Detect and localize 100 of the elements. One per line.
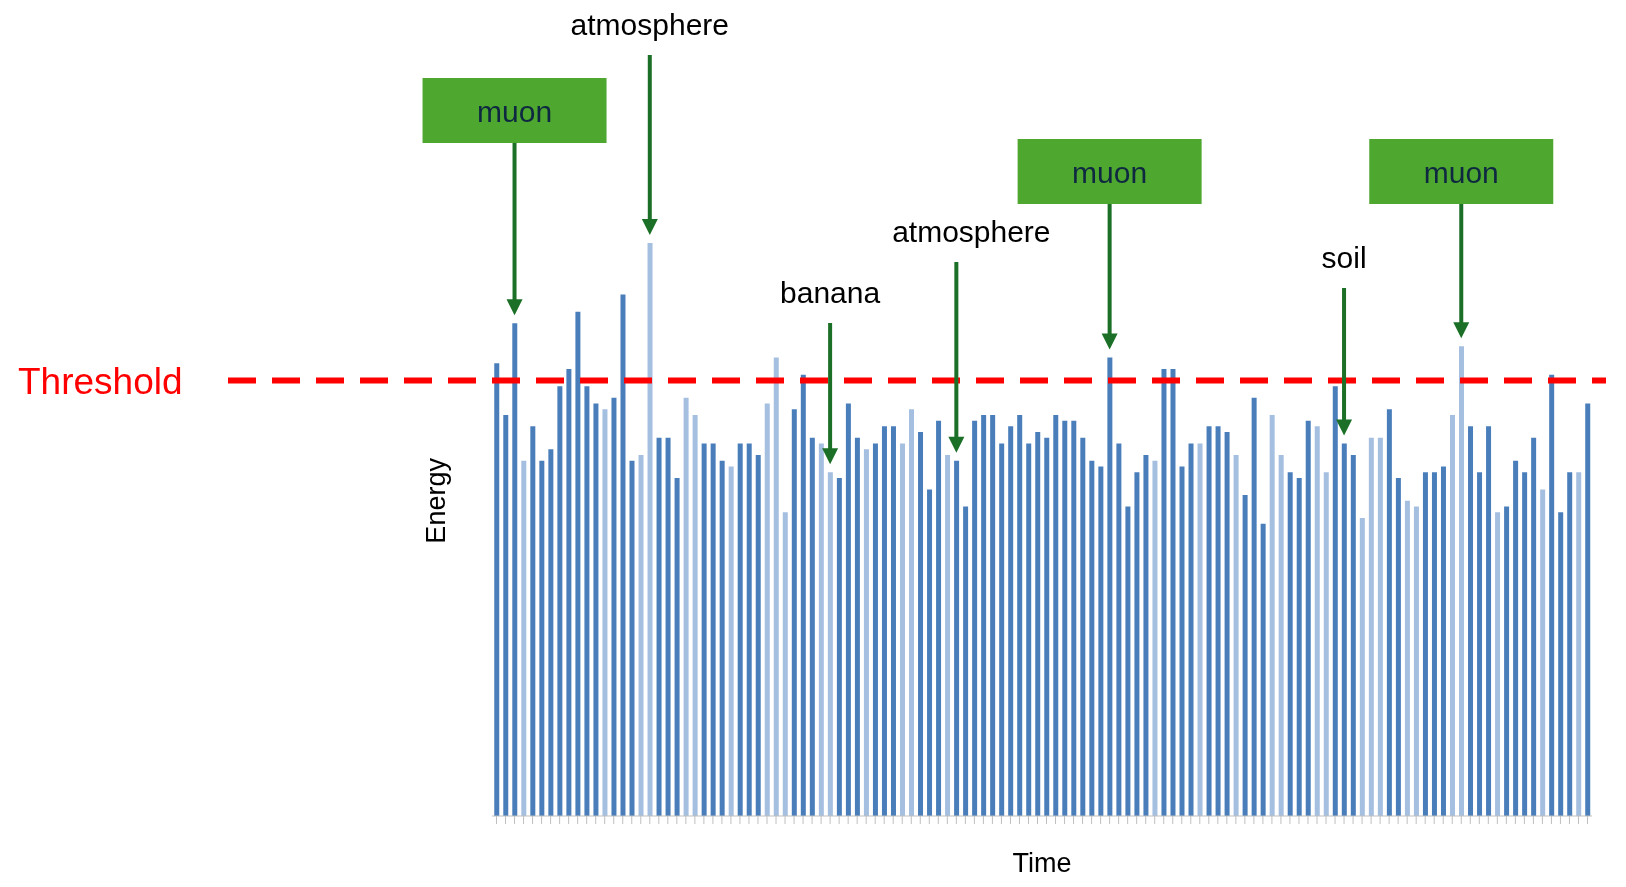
- bar: [530, 426, 536, 816]
- bar: [1513, 460, 1519, 816]
- bar: [1008, 426, 1014, 816]
- bar: [881, 426, 887, 816]
- bar: [755, 455, 761, 816]
- text: muon: [1072, 156, 1148, 189]
- bar: [818, 443, 824, 816]
- bar: [665, 437, 671, 816]
- bar: [1305, 420, 1311, 816]
- bar: [647, 243, 653, 816]
- y-axis-title: Energy: [421, 457, 451, 544]
- bar: [936, 420, 942, 816]
- bar: [1233, 455, 1239, 816]
- bar: [1486, 426, 1492, 816]
- bar: [791, 409, 797, 816]
- bar: [773, 357, 779, 816]
- bar: [584, 386, 590, 816]
- bar: [1089, 460, 1095, 816]
- bar: [890, 426, 896, 816]
- bar: [1197, 443, 1203, 816]
- bar: [1152, 460, 1158, 816]
- bar: [1413, 506, 1419, 816]
- bar: [1440, 466, 1446, 816]
- bar: [746, 443, 752, 816]
- bar: [1242, 495, 1248, 816]
- ref-line-label: Threshold: [18, 360, 183, 402]
- bar: [539, 460, 545, 816]
- annotation: soil: [1321, 241, 1367, 274]
- bar: [800, 374, 806, 816]
- bar: [683, 397, 689, 816]
- bar: [1332, 386, 1338, 816]
- bar: [1531, 437, 1537, 816]
- bar: [999, 443, 1005, 816]
- bar: [1035, 432, 1041, 816]
- bar: [1468, 426, 1474, 816]
- bar: [1026, 443, 1032, 816]
- bar: [845, 403, 851, 816]
- bar: [836, 477, 842, 816]
- bar: [611, 397, 617, 816]
- bar: [963, 506, 969, 816]
- bar: [1395, 477, 1401, 816]
- bar: [1558, 512, 1564, 816]
- bar: [629, 460, 635, 816]
- bar: [1134, 472, 1140, 816]
- bar: [1477, 472, 1483, 816]
- bar: [1576, 472, 1582, 816]
- bar: [719, 460, 725, 816]
- bar: [1260, 523, 1266, 816]
- bar: [990, 414, 996, 816]
- bar: [1080, 437, 1086, 816]
- bar: [710, 443, 716, 816]
- bar: [972, 420, 978, 816]
- bar: [503, 414, 509, 816]
- bar: [1116, 443, 1122, 816]
- bar: [872, 443, 878, 816]
- bar: [1044, 437, 1050, 816]
- text: muon: [477, 95, 553, 128]
- bar: [692, 414, 698, 816]
- x-axis-title: Time: [1012, 848, 1072, 878]
- bar: [1422, 472, 1428, 816]
- bar: [1341, 443, 1347, 816]
- bar: [1504, 506, 1510, 816]
- bar: [1278, 455, 1284, 816]
- bar: [1567, 472, 1573, 816]
- bar: [899, 443, 905, 816]
- bar: [638, 455, 644, 816]
- bar: [854, 437, 860, 816]
- bar: [927, 489, 933, 816]
- annotation: banana: [780, 276, 881, 309]
- bar: [674, 477, 680, 816]
- bar: [1314, 426, 1320, 816]
- bar: [863, 449, 869, 816]
- bar: [521, 460, 527, 816]
- bar: [602, 409, 608, 816]
- bar: [1323, 472, 1329, 816]
- bar: [909, 409, 915, 816]
- bar: [548, 449, 554, 816]
- bar: [1179, 466, 1185, 816]
- bar: [557, 386, 563, 816]
- bar: [1449, 414, 1455, 816]
- annotation: atmosphere: [892, 215, 1051, 248]
- bar: [1251, 397, 1257, 816]
- bar: [1206, 426, 1212, 816]
- bar: [1143, 455, 1149, 816]
- bar: [1098, 466, 1104, 816]
- bar: [1386, 409, 1392, 816]
- bar: [918, 432, 924, 816]
- bar: [1585, 403, 1591, 816]
- bar: [512, 323, 518, 816]
- bar: [764, 403, 770, 816]
- bar: [981, 414, 987, 816]
- bar: [1459, 346, 1465, 816]
- bar: [1359, 518, 1365, 816]
- bar: [593, 403, 599, 816]
- bar: [701, 443, 707, 816]
- bar: [1368, 437, 1374, 816]
- bar: [1522, 472, 1528, 816]
- bar: [620, 294, 626, 816]
- bar: [782, 512, 788, 816]
- bar: [1071, 420, 1077, 816]
